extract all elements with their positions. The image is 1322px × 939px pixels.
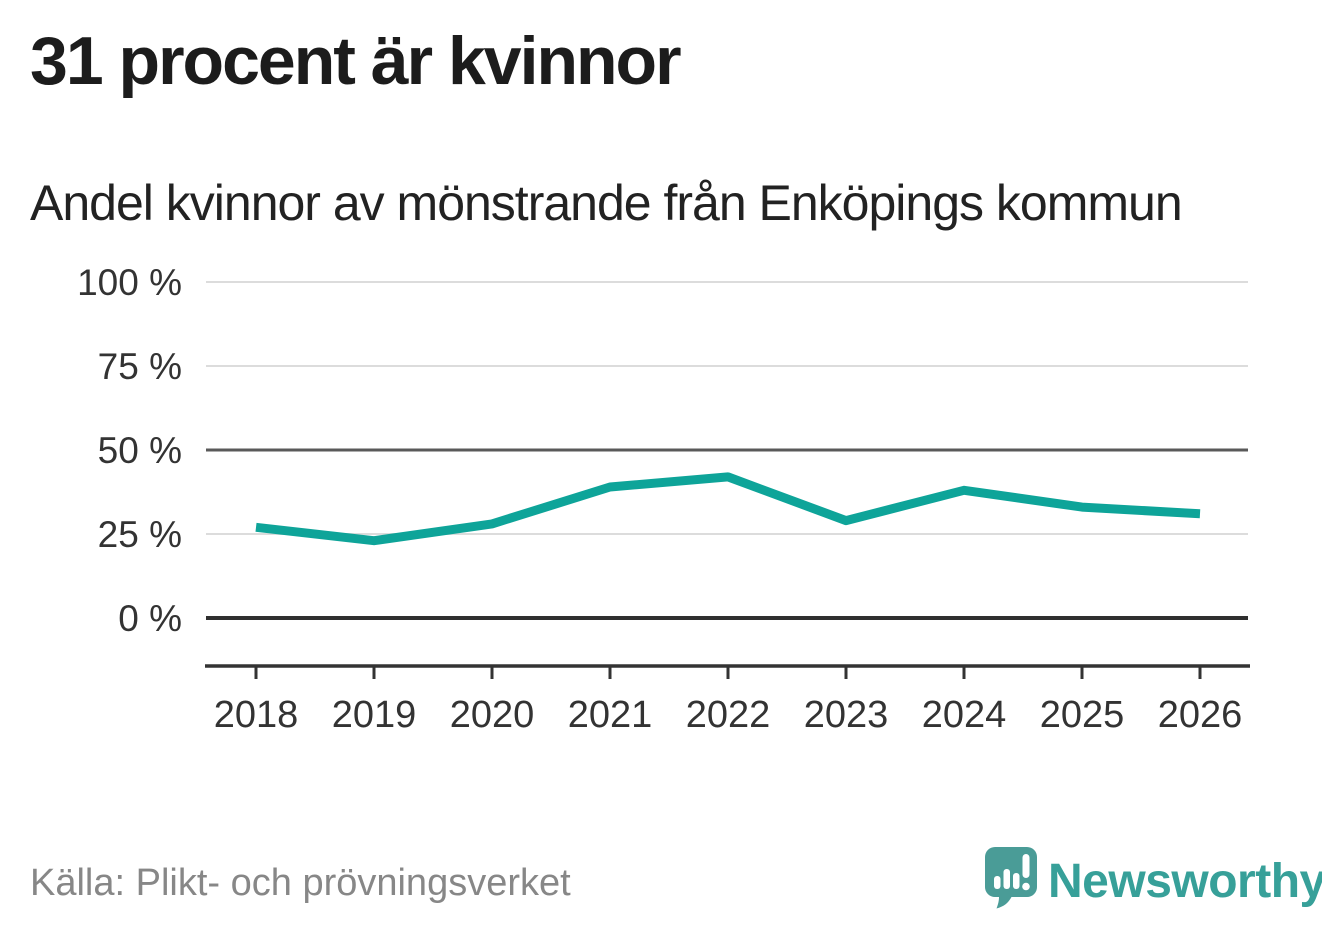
x-tick-label: 2026 <box>1158 694 1243 736</box>
chart-title: 31 procent är kvinnor <box>30 23 682 99</box>
x-tick-label: 2021 <box>568 694 653 736</box>
y-tick-label: 50 % <box>98 430 182 471</box>
newsworthy-logo: Newsworthy <box>983 845 1322 909</box>
x-tick-label: 2019 <box>332 694 417 736</box>
x-tick-label: 2024 <box>922 694 1007 736</box>
y-tick-label: 25 % <box>98 514 182 555</box>
y-tick-label: 0 % <box>118 598 182 639</box>
line-chart: 0 % 25 % 50 % 75 % 100 % 2018 2019 2020 2021 2022… <box>77 262 1250 736</box>
x-tick-label: 2018 <box>214 694 299 736</box>
x-tick-label: 2025 <box>1040 694 1125 736</box>
x-tick-label: 2020 <box>450 694 535 736</box>
newsworthy-speech-bubble-icon <box>985 847 1037 909</box>
newsworthy-wordmark: Newsworthy <box>1048 855 1322 908</box>
source-caption: Källa: Plikt- och prövningsverket <box>30 862 571 904</box>
y-tick-label: 100 % <box>77 262 182 303</box>
y-tick-label: 75 % <box>98 346 182 387</box>
data-line-andel-kvinnor <box>255 472 1201 546</box>
chart-subtitle: Andel kvinnor av mönstrande från Enköpin… <box>30 175 1183 231</box>
x-tick-label: 2022 <box>686 694 771 736</box>
x-tick-label: 2023 <box>804 694 889 736</box>
